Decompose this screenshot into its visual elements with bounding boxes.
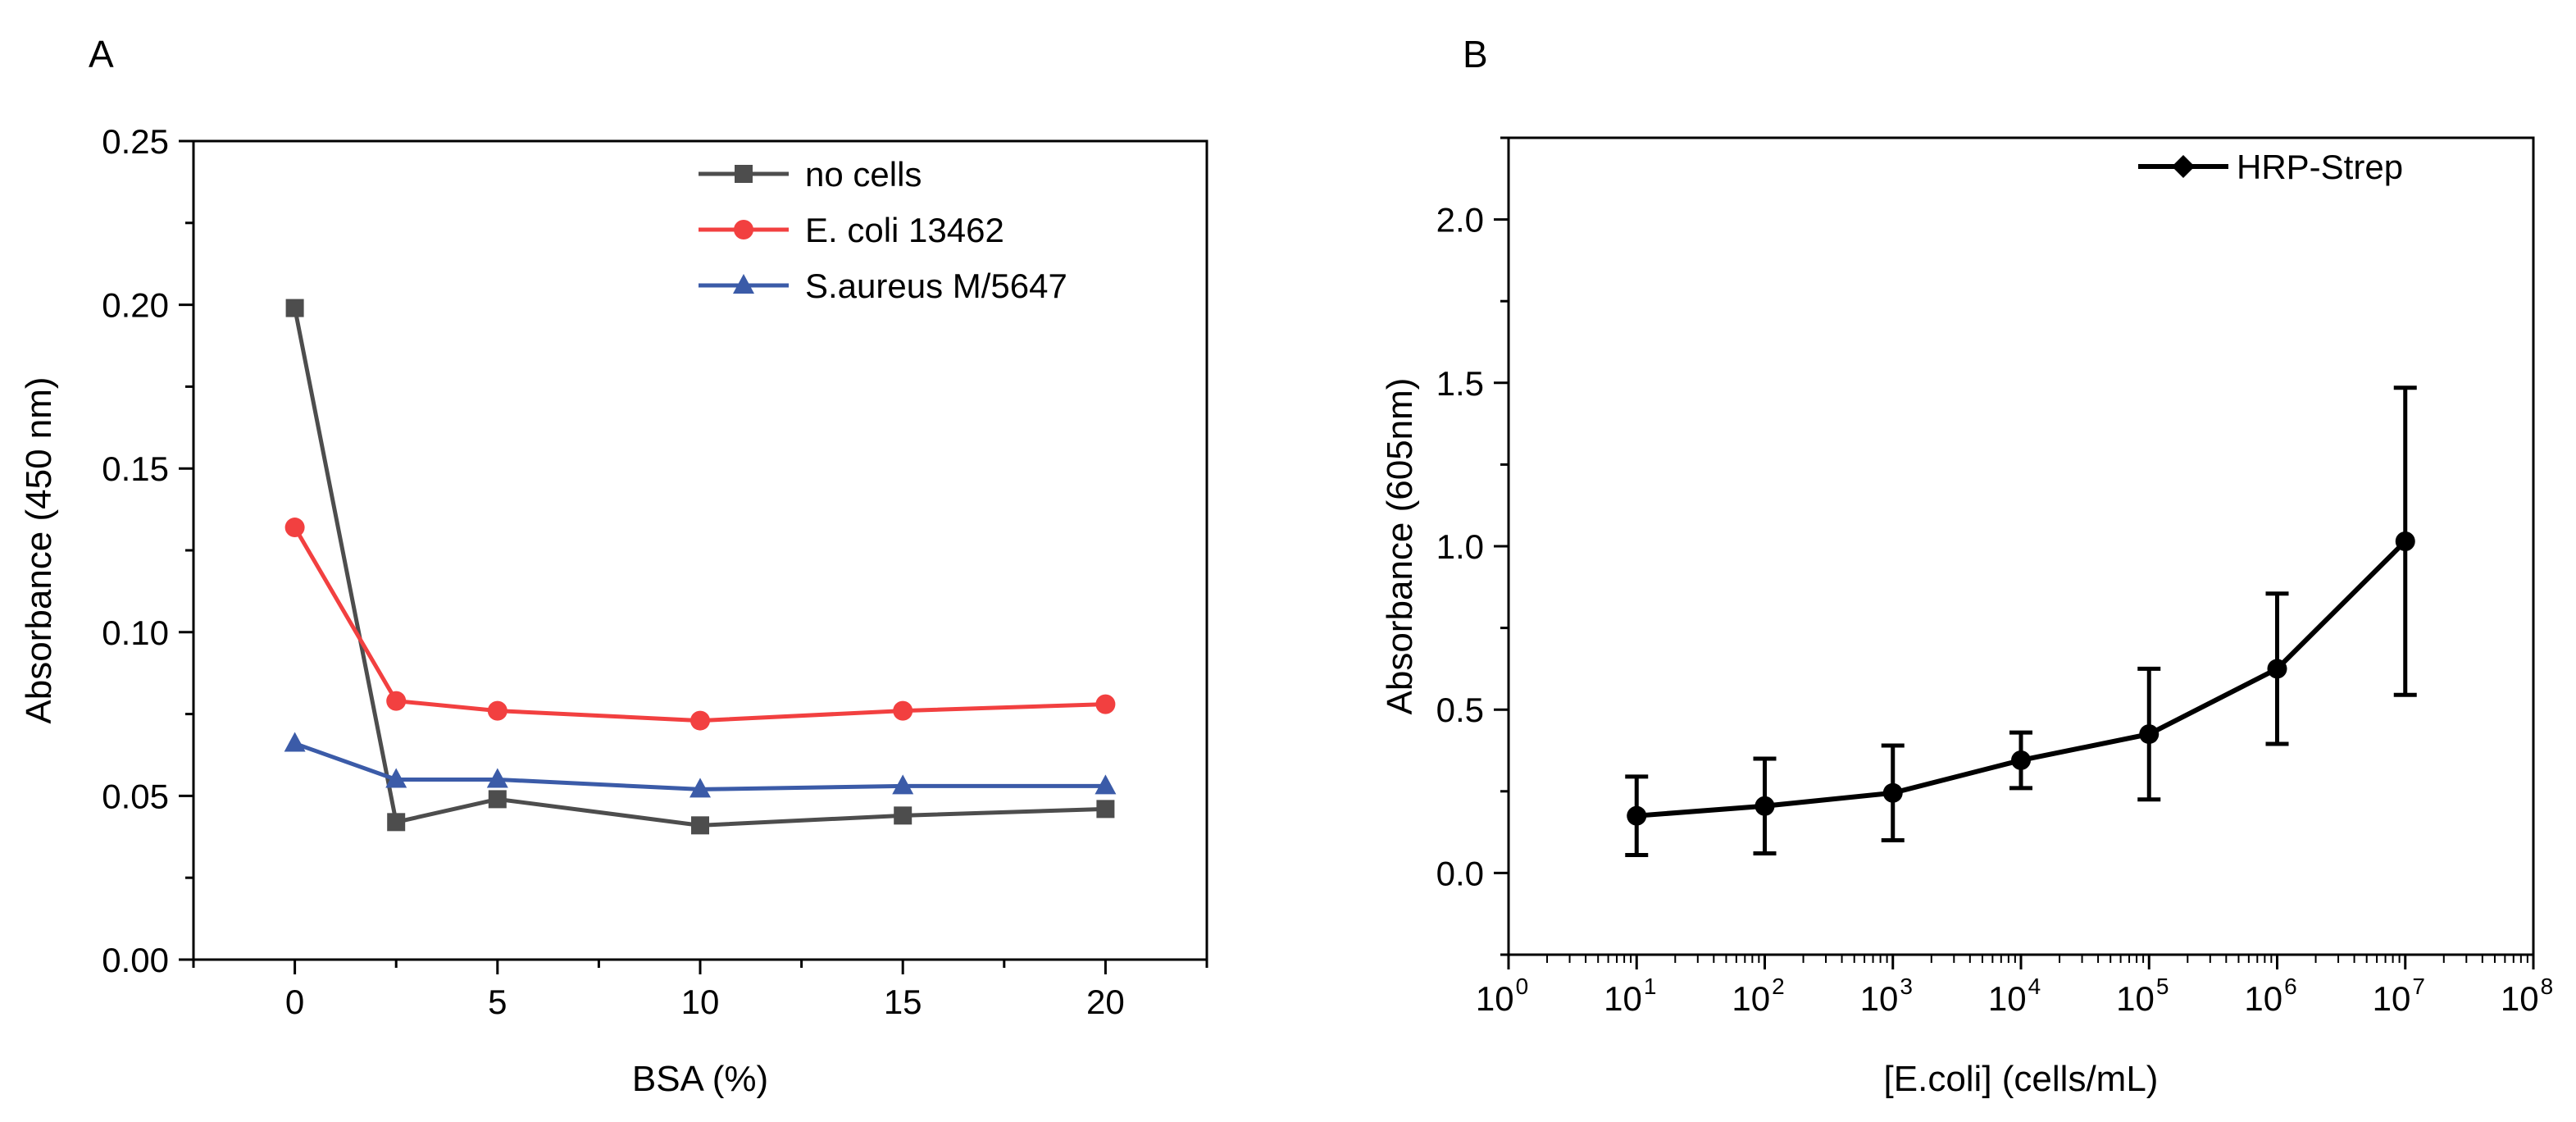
panel-a-label: A: [89, 33, 114, 75]
x-tick-label: 106: [2244, 974, 2296, 1018]
data-point: [1095, 694, 1116, 714]
x-tick-label: 103: [1860, 974, 1913, 1018]
legend-marker: [734, 220, 753, 239]
data-point: [2395, 531, 2415, 552]
y-tick-label: 0.10: [102, 613, 169, 652]
x-tick-label: 104: [1988, 974, 2041, 1018]
panel-b-y-axis-label: Absorbance (605nm): [1380, 378, 1420, 715]
x-tick-label: 102: [1732, 974, 1784, 1018]
x-tick-label: 0: [285, 983, 304, 1021]
x-tick-exponent: 5: [2156, 974, 2169, 999]
data-point: [385, 768, 407, 788]
data-point: [2139, 724, 2160, 745]
legend-label: HRP-Strep: [2237, 148, 2403, 186]
data-point: [284, 732, 306, 752]
x-tick-exponent: 4: [2028, 974, 2041, 999]
legend-label: no cells: [805, 155, 922, 194]
data-point: [386, 691, 407, 711]
legend-marker: [2172, 155, 2195, 178]
data-point: [893, 700, 913, 721]
panel-a-legend: no cells E. coli 13462 S.aureus M/5647: [699, 155, 1067, 305]
legend-label: E. coli 13462: [805, 211, 1004, 249]
y-tick-label: 0.15: [102, 449, 169, 488]
data-point: [487, 700, 507, 721]
y-tick-label: 0.0: [1436, 854, 1484, 892]
panel-a-plot-frame: [192, 139, 1208, 961]
y-tick-label: 0.20: [102, 286, 169, 325]
x-tick-label: 105: [2116, 974, 2169, 1018]
panel-b-label: B: [1463, 33, 1488, 75]
data-point: [690, 710, 710, 731]
panel-b-legend: HRP-Strep: [2138, 148, 2403, 186]
y-tick-label: 1.5: [1436, 364, 1484, 403]
y-tick-label: 0.5: [1436, 691, 1484, 729]
x-tick-exponent: 2: [1772, 974, 1785, 999]
data-point: [2011, 750, 2031, 770]
y-tick-label: 2.0: [1436, 201, 1484, 239]
data-point: [691, 816, 709, 835]
x-tick-label: 20: [1086, 983, 1125, 1021]
data-point: [486, 768, 508, 788]
data-point: [690, 778, 711, 798]
panel-a-y-ticks: 0.00 0.05 0.10 0.15 0.20 0.25: [102, 122, 193, 979]
panel-b-x-ticks: 100 101 102 103 104 105 106 107 108: [1476, 955, 2553, 1018]
data-point: [1755, 796, 1775, 816]
data-point: [894, 806, 913, 825]
data-point: [488, 790, 507, 809]
data-point: [1882, 782, 1903, 803]
x-tick-exponent: 3: [1900, 974, 1913, 999]
x-tick-label: 5: [488, 983, 507, 1021]
legend-label: S.aureus M/5647: [805, 267, 1067, 305]
panel-a-series: [284, 299, 1117, 835]
data-point: [1627, 805, 1647, 826]
legend-marker: [735, 165, 753, 183]
panel-b-x-axis-label: [E.coli] (cells/mL): [1884, 1059, 2159, 1099]
legend-marker: [733, 274, 754, 294]
x-tick-label: 100: [1476, 974, 1528, 1018]
data-point: [1096, 800, 1115, 819]
panel-a-y-axis-label: Absorbance (450 nm): [19, 376, 59, 723]
y-tick-label: 1.0: [1436, 527, 1484, 566]
x-tick-label: 15: [884, 983, 922, 1021]
x-tick-exponent: 7: [2412, 974, 2425, 999]
data-point: [1095, 774, 1117, 795]
data-point: [892, 774, 914, 795]
x-tick-exponent: 0: [1516, 974, 1529, 999]
x-tick-exponent: 1: [1644, 974, 1657, 999]
panel-a-x-ticks: 0 5 10 15 20: [192, 960, 1208, 1021]
series-line: [293, 526, 1106, 723]
data-point: [284, 518, 305, 538]
y-tick-label: 0.25: [102, 122, 169, 161]
series-line: [294, 741, 1106, 791]
series-line: [293, 308, 1106, 828]
panel-a-x-axis-label: BSA (%): [632, 1059, 768, 1099]
panel-b: B 100 101 102 103 104 105 106 107 108 0.00.51.01…: [1380, 33, 2553, 1099]
x-tick-label: 101: [1604, 974, 1656, 1018]
data-point: [2267, 659, 2287, 679]
x-tick-label: 108: [2501, 974, 2553, 1018]
x-tick-exponent: 6: [2284, 974, 2297, 999]
data-point: [387, 813, 406, 832]
x-tick-label: 107: [2373, 974, 2425, 1018]
y-tick-label: 0.05: [102, 777, 169, 815]
panel-b-series: [1625, 385, 2417, 857]
panel-b-y-ticks: 0.0 0.5 1.0 1.5 2.0: [1436, 136, 1509, 956]
x-tick-label: 10: [681, 983, 720, 1021]
data-point: [285, 299, 304, 317]
panel-b-plot-frame: [1507, 136, 2535, 956]
y-tick-label: 0.00: [102, 941, 169, 979]
x-tick-exponent: 8: [2541, 974, 2554, 999]
panel-a: A 0 5 10 15 20 0.00 0.05 0.10 0.15 0.20 0.25 no c…: [19, 33, 1208, 1099]
